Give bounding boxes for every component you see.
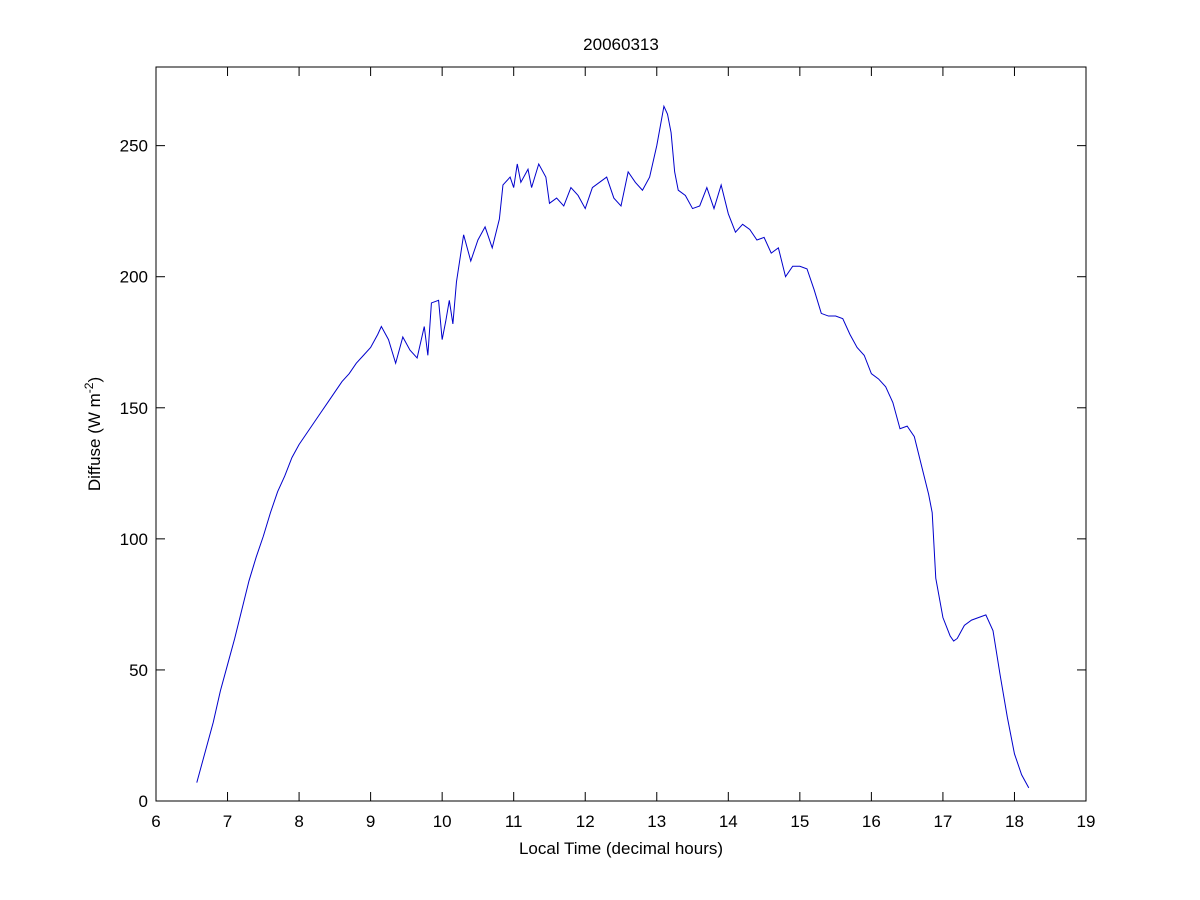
x-axis-label: Local Time (decimal hours) bbox=[519, 839, 723, 858]
x-tick-label: 10 bbox=[433, 812, 452, 831]
x-tick-label: 9 bbox=[366, 812, 375, 831]
x-tick-label: 15 bbox=[790, 812, 809, 831]
x-tick-label: 12 bbox=[576, 812, 595, 831]
x-tick-label: 16 bbox=[862, 812, 881, 831]
y-axis-label: Diffuse (W m-2) bbox=[82, 377, 104, 491]
x-tick-label: 6 bbox=[151, 812, 160, 831]
y-label-suffix: ) bbox=[85, 377, 104, 383]
y-tick-label: 250 bbox=[120, 137, 148, 156]
x-tick-label: 18 bbox=[1005, 812, 1024, 831]
y-tick-label: 50 bbox=[129, 661, 148, 680]
x-tick-label: 8 bbox=[294, 812, 303, 831]
y-tick-label: 0 bbox=[139, 792, 148, 811]
y-tick-label: 200 bbox=[120, 268, 148, 287]
y-tick-label: 100 bbox=[120, 530, 148, 549]
x-tick-label: 14 bbox=[719, 812, 738, 831]
chart-title: 20060313 bbox=[583, 35, 659, 54]
x-tick-label: 11 bbox=[505, 812, 523, 831]
y-label-superscript: -2 bbox=[82, 382, 96, 393]
x-tick-label: 19 bbox=[1077, 812, 1096, 831]
x-tick-label: 13 bbox=[647, 812, 666, 831]
plot-frame bbox=[155, 66, 1087, 802]
y-tick-label: 150 bbox=[120, 399, 148, 418]
x-tick-label: 17 bbox=[933, 812, 952, 831]
data-line bbox=[196, 104, 1030, 789]
x-tick-label: 7 bbox=[223, 812, 232, 831]
y-label-text: Diffuse (W m bbox=[85, 393, 104, 491]
